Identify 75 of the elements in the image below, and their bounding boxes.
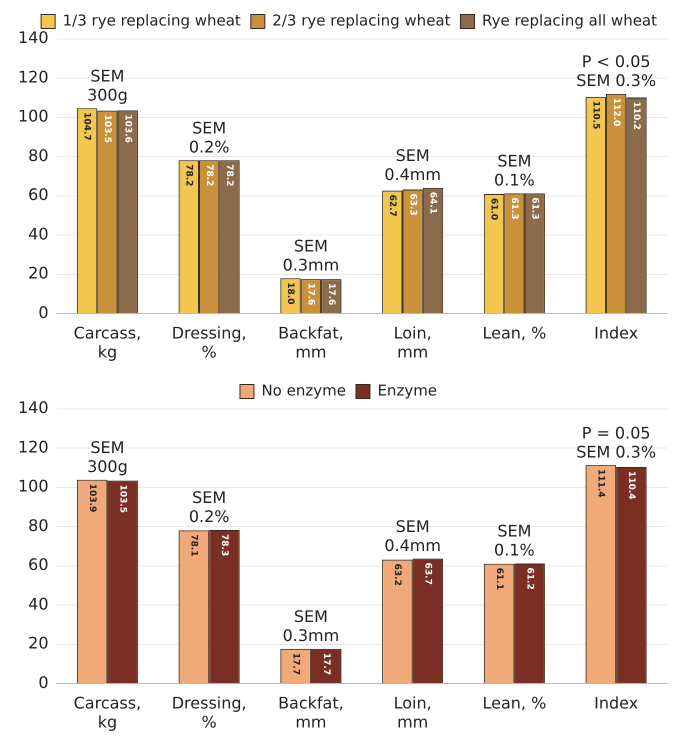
legend-label: Enzyme xyxy=(377,381,438,400)
data-label: 78.3 xyxy=(219,534,230,556)
legend-label: 1/3 rye replacing wheat xyxy=(62,11,241,30)
x-tick-label: Lean, % xyxy=(482,323,546,342)
y-tick-label: 100 xyxy=(18,106,49,126)
x-tick-label: Carcass, kg xyxy=(74,693,142,732)
y-tick-label: 60 xyxy=(28,185,49,204)
x-tick-label: Index xyxy=(594,323,638,342)
data-label: 17.6 xyxy=(306,283,316,306)
x-tick-label: Lean, % xyxy=(482,693,546,712)
data-label: 110.5 xyxy=(590,100,600,130)
data-label: 78.2 xyxy=(224,164,234,186)
annotation: SEM 0.2% xyxy=(188,488,230,526)
x-tick-label: Dressing, % xyxy=(172,323,247,362)
data-label: 110.4 xyxy=(626,471,636,500)
data-label: 63.7 xyxy=(422,562,433,585)
data-label: 78.2 xyxy=(204,164,214,186)
data-label: 61.3 xyxy=(509,197,520,220)
data-label: 103.5 xyxy=(117,484,128,514)
data-label: 61.2 xyxy=(524,568,534,590)
legend-label: No enzyme xyxy=(261,381,346,400)
y-tick-label: 100 xyxy=(18,476,49,496)
data-label: 64.1 xyxy=(428,192,438,214)
data-label: 103.5 xyxy=(102,114,112,144)
annotation: SEM 0.4mm xyxy=(384,516,441,555)
annotation: SEM 0.1% xyxy=(494,522,535,560)
y-tick-label: 140 xyxy=(18,398,49,418)
data-label: 63.3 xyxy=(407,193,418,216)
y-tick-label: 80 xyxy=(28,146,49,165)
data-label: 104.7 xyxy=(82,112,92,141)
x-tick-label: Backfat, mm xyxy=(278,693,344,732)
x-tick-label: Dressing, % xyxy=(172,693,247,732)
annotation: SEM 0.2% xyxy=(188,118,230,156)
annotation: SEM 0.1% xyxy=(494,152,535,190)
data-label: 111.4 xyxy=(596,469,606,498)
y-tick-label: 120 xyxy=(18,67,49,86)
data-label: 61.1 xyxy=(494,568,504,590)
y-tick-label: 140 xyxy=(18,28,49,48)
annotation: SEM 300g xyxy=(87,438,128,476)
y-tick-label: 80 xyxy=(28,516,49,535)
annotation: SEM 0.3mm xyxy=(282,607,340,646)
data-label: 78.2 xyxy=(183,164,194,186)
annotation: SEM 0.3mm xyxy=(282,236,340,274)
data-label: 112.0 xyxy=(610,98,621,126)
x-tick-label: Carcass, kg xyxy=(74,323,142,362)
y-tick-label: 20 xyxy=(28,264,49,283)
y-tick-label: 0 xyxy=(38,302,49,322)
data-label: 103.9 xyxy=(86,484,97,512)
data-label: 18.0 xyxy=(285,282,296,305)
data-label: 61.0 xyxy=(488,198,499,220)
data-label: 103.6 xyxy=(122,114,132,143)
annotation: SEM 0.4mm xyxy=(384,146,441,184)
legend-label: Rye replacing all wheat xyxy=(482,11,658,30)
legend-label: 2/3 rye replacing wheat xyxy=(272,11,451,30)
data-label: 17.7 xyxy=(320,652,331,676)
y-tick-label: 40 xyxy=(28,594,49,614)
data-label: 63.2 xyxy=(392,564,402,586)
data-label: 61.3 xyxy=(529,197,540,220)
y-tick-label: 0 xyxy=(38,672,49,692)
annotation: P < 0.05 SEM 0.3% xyxy=(576,52,656,90)
annotation: P = 0.05 SEM 0.3% xyxy=(576,423,656,462)
y-tick-label: 120 xyxy=(18,437,49,456)
x-tick-label: Loin, mm xyxy=(394,693,432,732)
x-tick-label: Index xyxy=(594,693,638,712)
data-label: 78.1 xyxy=(188,534,199,557)
annotation: SEM 300g xyxy=(87,66,128,104)
data-label: 17.7 xyxy=(290,652,300,676)
data-label: 62.7 xyxy=(386,194,397,217)
y-tick-label: 20 xyxy=(28,634,49,653)
x-tick-label: Backfat, mm xyxy=(278,323,344,362)
data-label: 110.2 xyxy=(631,101,642,130)
x-tick-label: Loin, mm xyxy=(394,323,432,362)
y-tick-label: 40 xyxy=(28,224,49,244)
y-tick-label: 60 xyxy=(28,555,49,574)
data-label: 17.6 xyxy=(326,283,336,306)
